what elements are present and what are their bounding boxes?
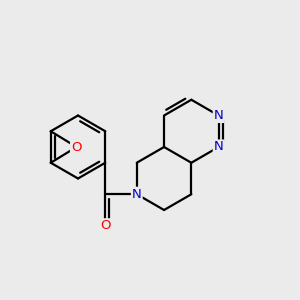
Text: O: O <box>71 140 82 153</box>
Text: O: O <box>100 219 110 232</box>
Text: N: N <box>132 188 142 201</box>
Text: N: N <box>214 109 224 122</box>
Text: N: N <box>214 140 224 154</box>
Text: O: O <box>71 141 82 154</box>
